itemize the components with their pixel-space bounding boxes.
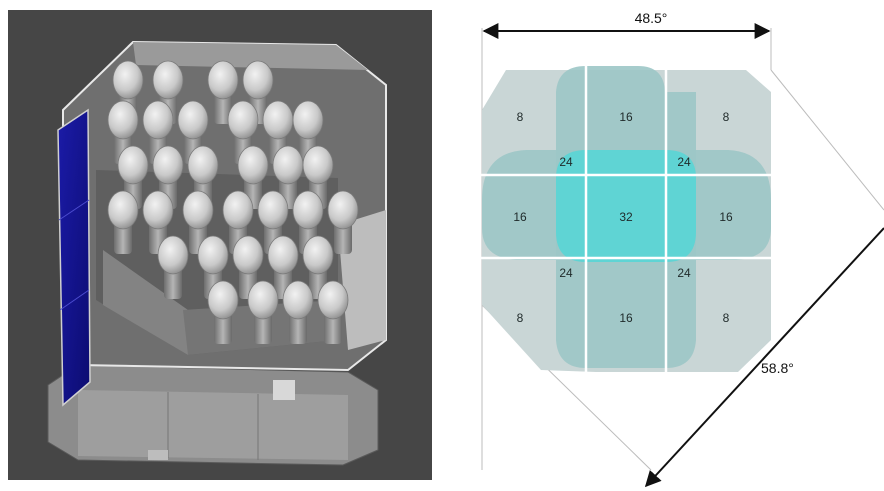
count-overlap-top-left: 24 (559, 155, 573, 169)
count-overlap-bottom-right: 24 (677, 266, 691, 280)
telescope-dish (292, 100, 324, 140)
coverage-center (556, 150, 696, 262)
telescope-dish (112, 60, 144, 100)
telescope-dish (327, 190, 359, 230)
telescope-dish (207, 60, 239, 100)
telescope-dish (272, 145, 304, 185)
telescope-dish (237, 145, 269, 185)
count-middle-left: 16 (513, 210, 527, 224)
solar-panel (57, 108, 91, 407)
telescope-dish (197, 235, 229, 275)
instrument-box (148, 450, 168, 460)
telescope-dish (152, 60, 184, 100)
hull-front (78, 390, 348, 460)
telescope-dish (107, 100, 139, 140)
telescope-dish (247, 280, 279, 320)
count-bottom-left: 8 (517, 311, 524, 325)
count-overlap-top-right: 24 (677, 155, 691, 169)
sunshield-top (133, 42, 368, 70)
telescope-dish (107, 190, 139, 230)
count-center: 32 (619, 210, 633, 224)
telescope-dish (242, 60, 274, 100)
telescope-dish (282, 280, 314, 320)
telescope-dish (227, 100, 259, 140)
instrument-box (273, 380, 295, 400)
telescope-dish (302, 145, 334, 185)
telescope-dish (292, 190, 324, 230)
telescope-dish (142, 100, 174, 140)
fov-svg: 48.5° 58.8° 8 16 8 24 24 16 32 16 24 24 … (480, 10, 884, 488)
telescope-dish (187, 145, 219, 185)
telescope-dish (232, 235, 264, 275)
telescope-dish (267, 235, 299, 275)
count-bottom-center: 16 (619, 311, 633, 325)
count-top-left: 8 (517, 110, 524, 124)
spacecraft-render (8, 10, 432, 480)
diagonal-label: 58.8° (761, 360, 794, 376)
telescope-dish (257, 190, 289, 230)
telescope-dishes (107, 60, 359, 320)
telescope-dish (177, 100, 209, 140)
diagonal-arrow (644, 227, 884, 488)
spacecraft-illustration (8, 10, 432, 480)
telescope-dish (152, 145, 184, 185)
telescope-dish (262, 100, 294, 140)
field-of-view-diagram: 48.5° 58.8° 8 16 8 24 24 16 32 16 24 24 … (446, 0, 884, 491)
count-middle-right: 16 (719, 210, 733, 224)
count-overlap-bottom-left: 24 (559, 266, 573, 280)
telescope-dish (302, 235, 334, 275)
guide-diagonal-top (770, 69, 884, 211)
telescope-dish (182, 190, 214, 230)
count-top-right: 8 (723, 110, 730, 124)
width-label: 48.5° (635, 10, 668, 26)
telescope-dish (142, 190, 174, 230)
count-top-center: 16 (619, 110, 633, 124)
telescope-dish (157, 235, 189, 275)
telescope-dish (117, 145, 149, 185)
telescope-dish (317, 280, 349, 320)
telescope-dish (222, 190, 254, 230)
count-bottom-right: 8 (723, 311, 730, 325)
telescope-dish (207, 280, 239, 320)
